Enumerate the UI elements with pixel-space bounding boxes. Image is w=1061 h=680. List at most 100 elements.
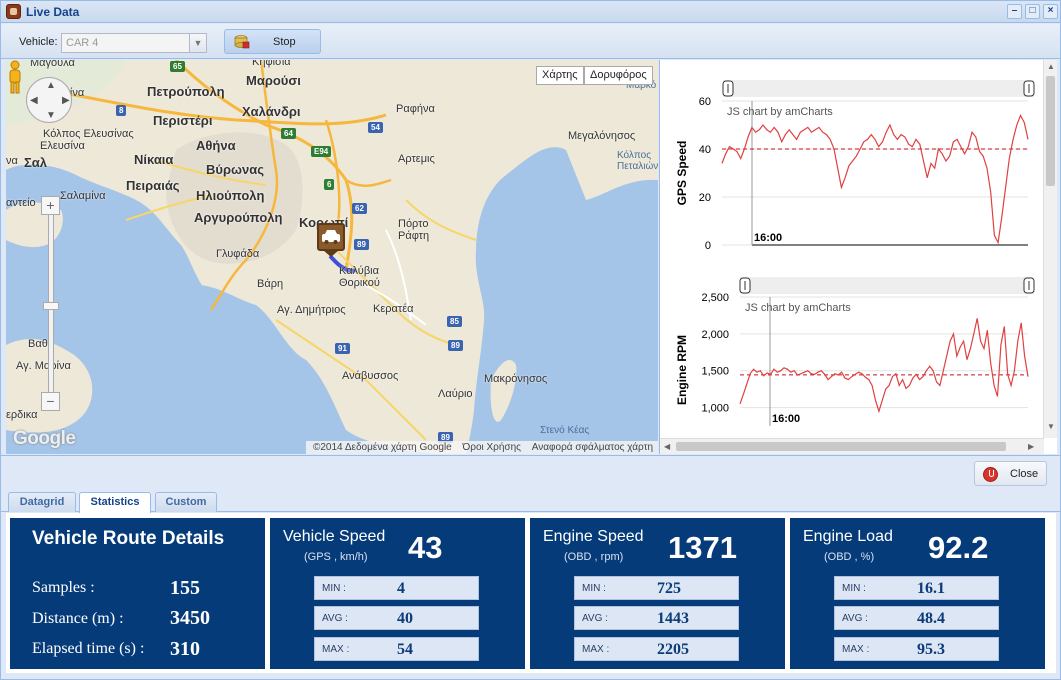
map-label: Στενό Κέας	[540, 425, 590, 436]
amcharts-watermark: JS chart by amCharts	[727, 106, 833, 118]
metric-title: Vehicle Speed	[283, 528, 386, 545]
map-view[interactable]: Μαγούλα Κηφισιά ουσίνα Πετρούπολη Μαρούσ…	[6, 60, 658, 454]
min-label: MIN :	[582, 583, 606, 594]
metric-title: Engine Load	[803, 528, 893, 545]
max-stat: MAX : 54	[314, 637, 479, 661]
avg-label: AVG :	[322, 613, 348, 624]
distance-value: 3450	[170, 607, 210, 629]
max-label: MAX :	[322, 644, 350, 655]
map-attribution: ©2014 Δεδομένα χάρτη Google Όροι Χρήσης …	[306, 441, 658, 454]
metric-subtitle: (OBD , rpm)	[564, 551, 624, 563]
y-axis-label: GPS Speed	[675, 141, 689, 206]
vehicle-select[interactable]: CAR 4 ▼	[61, 33, 207, 53]
road-shield: 54	[368, 122, 383, 133]
min-stat: MIN : 4	[314, 576, 479, 600]
tab-custom[interactable]: Custom	[155, 492, 217, 512]
map-label: Βαθύ	[28, 338, 54, 350]
terms-of-use-link[interactable]: Όροι Χρήσης	[462, 442, 521, 453]
vehicle-label: Vehicle:	[19, 36, 58, 48]
map-label: Αθήνα	[196, 138, 236, 153]
map-data-credit: ©2014 Δεδομένα χάρτη Google	[313, 442, 452, 453]
map-type-map-button[interactable]: Χάρτης	[536, 66, 584, 85]
scroll-up-icon[interactable]: ▲	[1047, 62, 1055, 71]
map-label: Γλυφάδα	[216, 248, 260, 260]
close-window-icon[interactable]: ×	[1043, 4, 1058, 19]
chevron-down-icon[interactable]: ▼	[189, 34, 206, 52]
map-label: Ανάβυσσος	[342, 370, 399, 382]
road-shield: 89	[448, 340, 463, 351]
pan-up-icon[interactable]: ▲	[46, 80, 56, 91]
scroll-left-icon[interactable]: ◀	[664, 442, 671, 451]
zoom-slider-handle[interactable]	[43, 302, 59, 310]
app-icon	[6, 4, 21, 19]
gps-speed-chart: 60 40 20 0 16:00 JS chart by amCharts GPS Spee…	[675, 80, 1035, 252]
stop-button[interactable]: Stop	[224, 29, 321, 54]
metric-current-value: 92.2	[928, 530, 989, 565]
metric-current-value: 43	[408, 530, 443, 565]
map-type-satellite-button[interactable]: Δορυφόρος	[584, 66, 653, 85]
map-label: να	[6, 155, 18, 167]
map-label: Πετρούπολη	[147, 84, 225, 99]
charts-canvas: 60 40 20 0 16:00 JS chart by amCharts GPS Spee…	[675, 80, 1035, 426]
road-shield: 85	[447, 316, 462, 327]
street-view-pegman-icon[interactable]	[6, 60, 24, 94]
maximize-icon[interactable]: □	[1025, 4, 1040, 19]
zoom-in-icon[interactable]: +	[41, 196, 60, 215]
pan-right-icon[interactable]: ▶	[62, 95, 70, 106]
road-shield: 91	[335, 343, 350, 354]
map-label: Καλύβια Θορικού	[339, 265, 380, 289]
road-shield: 89	[354, 239, 369, 250]
minimize-icon[interactable]: –	[1007, 4, 1022, 19]
report-map-error-link[interactable]: Αναφορά σφάλματος χάρτη	[531, 442, 654, 453]
engine-load-card: Engine Load (OBD , %) 92.2 MIN : 16.1 AVG…	[790, 518, 1045, 669]
map-label: Χαλάνδρι	[242, 104, 301, 119]
y-tick-label: 60	[699, 96, 711, 108]
road-shield: 65	[170, 61, 185, 72]
chart-scrollbar	[723, 80, 1034, 97]
y-tick-label: 40	[699, 144, 711, 156]
vehicle-car-marker-icon[interactable]	[317, 223, 345, 257]
samples-label: Samples :	[32, 579, 95, 596]
max-stat: MAX : 2205	[574, 637, 739, 661]
tab-datagrid[interactable]: Datagrid	[8, 492, 76, 512]
avg-label: AVG :	[582, 613, 608, 624]
y-tick-label: 1,500	[701, 366, 729, 378]
max-value: 2205	[657, 641, 689, 658]
scroll-down-icon[interactable]: ▼	[1047, 422, 1055, 431]
road-shield: 8	[116, 105, 127, 116]
charts-horizontal-scrollbar[interactable]: ◀ ▶	[660, 438, 1044, 454]
close-button[interactable]: Close	[974, 461, 1047, 486]
route-details-card: Vehicle Route Details Samples : 155 Dist…	[10, 518, 265, 669]
min-label: MIN :	[322, 583, 346, 594]
time-label: 16:00	[772, 413, 800, 425]
pan-down-icon[interactable]: ▼	[46, 110, 56, 121]
map-label: Βύρωνας	[206, 162, 264, 177]
vertical-scroll-thumb[interactable]	[1046, 76, 1055, 186]
min-value: 725	[657, 580, 681, 597]
map-label: Αρτεμις	[398, 153, 435, 165]
google-logo: Google	[13, 428, 76, 449]
horizontal-scroll-thumb[interactable]	[676, 442, 1006, 451]
database-stop-icon	[234, 35, 250, 49]
map-label: Περιστέρι	[153, 113, 213, 128]
pan-control[interactable]: ▲ ▼ ◀ ▶	[26, 77, 72, 123]
map-label: Αγ. Δημήτριος	[277, 304, 346, 316]
route-line	[328, 254, 357, 273]
min-stat: MIN : 16.1	[834, 576, 999, 600]
zoom-out-icon[interactable]: −	[41, 392, 60, 411]
scroll-right-icon[interactable]: ▶	[1028, 442, 1035, 451]
max-value: 54	[397, 641, 413, 658]
max-label: MAX :	[582, 644, 610, 655]
power-icon	[983, 467, 998, 482]
chart-scrollbar	[740, 277, 1034, 294]
charts-vertical-scrollbar[interactable]: ▲ ▼	[1043, 60, 1057, 438]
avg-label: AVG :	[842, 613, 868, 624]
road-shield: 62	[352, 203, 367, 214]
max-label: MAX :	[842, 644, 870, 655]
pan-left-icon[interactable]: ◀	[30, 95, 38, 106]
map-label: Μεγαλόνησος	[568, 130, 636, 142]
elapsed-time-value: 310	[170, 638, 200, 660]
y-tick-label: 2,500	[701, 292, 729, 304]
tab-statistics[interactable]: Statistics	[79, 492, 151, 513]
